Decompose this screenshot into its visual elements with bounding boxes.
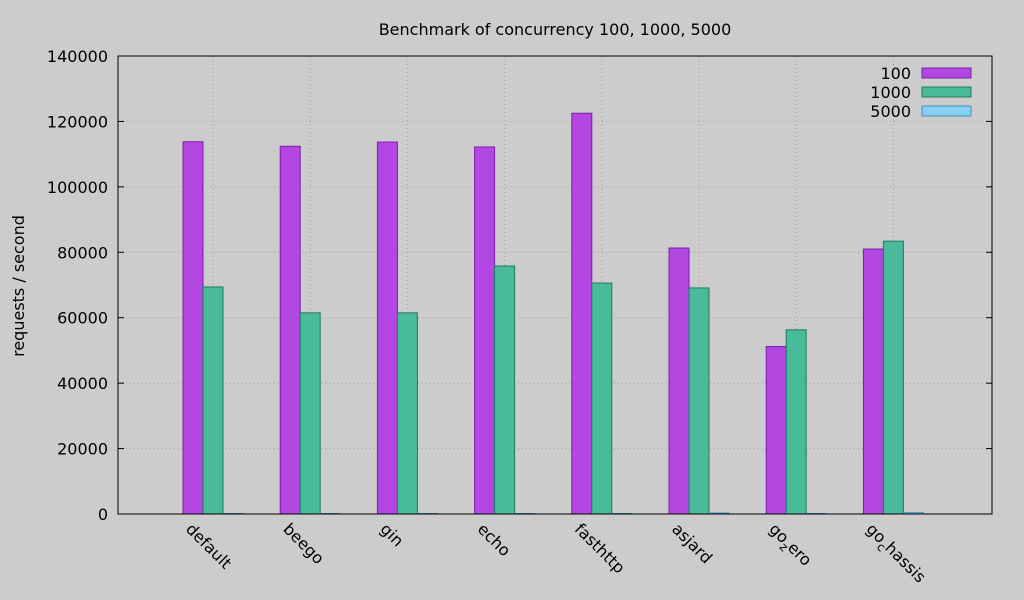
bar-100-7	[862, 248, 884, 515]
bar-100-1	[279, 145, 301, 515]
x-ticks: default beego gin echo fasthttp asjard gozerog…	[182, 519, 930, 589]
bar-1000-6	[785, 329, 807, 515]
x-tick-label: beego	[279, 519, 328, 568]
y-tick-label: 140000	[47, 47, 108, 66]
x-tick-label: fasthttp	[571, 519, 629, 577]
bar-100-0	[182, 141, 204, 515]
x-tick-label-text: hassis	[881, 538, 929, 586]
legend-label-5000: 5000	[870, 102, 911, 121]
x-tick-label-text: fasthttp	[571, 519, 629, 577]
bar-1000-5	[688, 287, 710, 515]
bar-100-3	[474, 146, 496, 515]
legend-swatch-1000	[921, 86, 972, 98]
y-tick-label: 0	[98, 505, 108, 524]
bar-1000-2	[396, 312, 418, 515]
plot-border	[117, 55, 993, 515]
legend-swatch-100	[921, 67, 972, 79]
x-tick-label-text: default	[182, 519, 235, 572]
legend-label-100: 100	[880, 64, 911, 83]
y-ticks: 0 20000 40000 60000 80000 100000 120000 140000	[47, 47, 108, 524]
x-tick-label-text: asjard	[668, 519, 716, 567]
y-axis-label: requests / second	[9, 215, 28, 357]
bar-100-5	[668, 247, 690, 515]
axes	[117, 55, 993, 515]
y-tick-label: 40000	[57, 374, 108, 393]
x-tick-label: gozero	[763, 519, 816, 572]
grid-lines	[118, 55, 992, 514]
y-tick-label: 120000	[47, 112, 108, 131]
x-tick-label: default	[182, 519, 235, 572]
chart-title: Benchmark of concurrency 100, 1000, 5000	[379, 20, 732, 39]
bar-1000-1	[299, 312, 321, 515]
bar-1000-7	[882, 240, 904, 515]
y-tick-label: 100000	[47, 178, 108, 197]
legend-swatch-5000	[921, 105, 972, 117]
x-tick-label: gochassis	[860, 519, 930, 589]
bar-1000-3	[494, 265, 516, 515]
bar-100-4	[571, 112, 593, 515]
bars	[182, 112, 924, 515]
legend-label-1000: 1000	[870, 83, 911, 102]
bar-1000-4	[591, 282, 613, 515]
bar-1000-0	[202, 286, 224, 515]
x-tick-label: asjard	[668, 519, 716, 567]
x-tick-label: echo	[474, 519, 515, 560]
y-tick-label: 80000	[57, 243, 108, 262]
bar-100-2	[376, 141, 398, 515]
y-tick-label: 20000	[57, 440, 108, 459]
x-tick-label-text: echo	[474, 519, 515, 560]
x-tick-label-text: beego	[279, 519, 328, 568]
x-tick-label: gin	[377, 519, 408, 550]
y-tick-label: 60000	[57, 309, 108, 328]
x-tick-label-text: gin	[377, 519, 408, 550]
bar-100-6	[765, 346, 787, 515]
